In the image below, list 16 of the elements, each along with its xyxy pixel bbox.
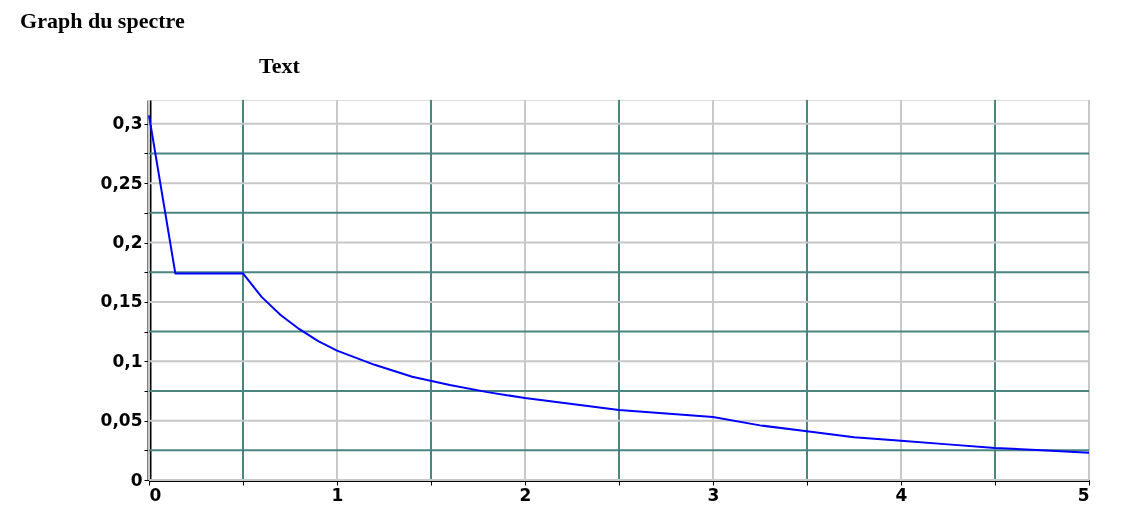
x-tick-label: 5: [1077, 484, 1090, 505]
y-tick-label: 0,15: [100, 291, 143, 312]
line-series: [148, 114, 1090, 454]
x-tick-label: 4: [895, 484, 908, 505]
y-tick-label: 0,25: [100, 172, 143, 193]
x-tick-label: 3: [707, 484, 720, 505]
x-tick-label: 2: [519, 484, 532, 505]
x-tick-label: 1: [331, 484, 344, 505]
y-tick-label: 0,2: [112, 232, 143, 252]
y-tick-label: 0,1: [112, 350, 143, 371]
y-tick-label: 0: [130, 469, 143, 490]
x-tick-label: 0: [149, 484, 162, 505]
y-tick-label: 0,05: [100, 410, 143, 431]
y-tick-label: 0,3: [112, 113, 143, 134]
text: Text: [259, 53, 301, 78]
chart-title: Graph du spectre: [20, 8, 185, 33]
